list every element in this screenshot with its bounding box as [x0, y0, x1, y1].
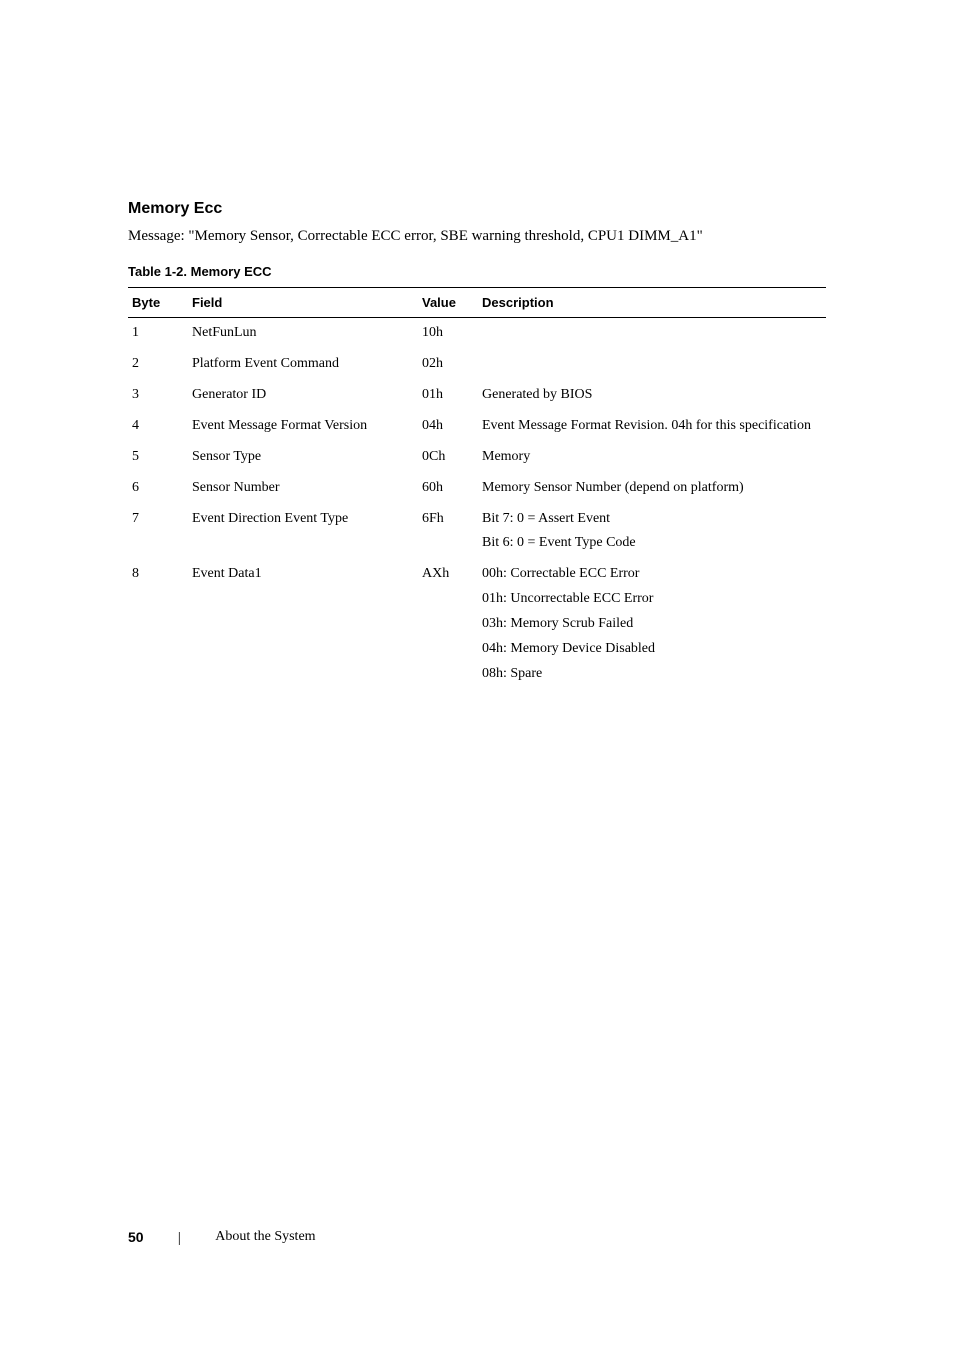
- cell-value: 0Ch: [418, 442, 478, 473]
- cell-description: [478, 349, 826, 380]
- header-field: Field: [188, 288, 418, 318]
- description-line: Memory Sensor Number (depend on platform…: [482, 479, 822, 498]
- cell-field: Sensor Type: [188, 442, 418, 473]
- cell-byte: 8: [128, 559, 188, 689]
- cell-byte: 5: [128, 442, 188, 473]
- cell-description: Memory Sensor Number (depend on platform…: [478, 473, 826, 504]
- section-heading: Memory Ecc: [128, 200, 826, 218]
- footer-title: About the System: [215, 1229, 315, 1245]
- header-description: Description: [478, 288, 826, 318]
- cell-field: NetFunLun: [188, 318, 418, 349]
- table-row: 2Platform Event Command02h: [128, 349, 826, 380]
- cell-field: Event Direction Event Type: [188, 504, 418, 560]
- cell-description: Event Message Format Revision. 04h for t…: [478, 411, 826, 442]
- cell-field: Generator ID: [188, 380, 418, 411]
- cell-field: Event Data1: [188, 559, 418, 689]
- cell-byte: 3: [128, 380, 188, 411]
- cell-field: Sensor Number: [188, 473, 418, 504]
- description-line: 00h: Correctable ECC Error: [482, 565, 822, 590]
- header-byte: Byte: [128, 288, 188, 318]
- cell-field: Event Message Format Version: [188, 411, 418, 442]
- description-line: Generated by BIOS: [482, 386, 822, 405]
- cell-byte: 4: [128, 411, 188, 442]
- cell-description: 00h: Correctable ECC Error01h: Uncorrect…: [478, 559, 826, 689]
- description-line: 03h: Memory Scrub Failed: [482, 615, 822, 640]
- cell-description: Bit 7: 0 = Assert EventBit 6: 0 = Event …: [478, 504, 826, 560]
- description-line: Bit 7: 0 = Assert Event: [482, 510, 822, 535]
- table-header-row: Byte Field Value Description: [128, 288, 826, 318]
- table-row: 5Sensor Type0ChMemory: [128, 442, 826, 473]
- footer-divider: |: [178, 1229, 182, 1245]
- cell-byte: 6: [128, 473, 188, 504]
- cell-value: 6Fh: [418, 504, 478, 560]
- page-number: 50: [128, 1229, 144, 1245]
- cell-byte: 2: [128, 349, 188, 380]
- table-caption: Table 1-2. Memory ECC: [128, 264, 826, 279]
- cell-value: 10h: [418, 318, 478, 349]
- cell-value: 04h: [418, 411, 478, 442]
- cell-description: [478, 318, 826, 349]
- description-line: Event Message Format Revision. 04h for t…: [482, 417, 822, 436]
- table-body: 1NetFunLun10h2Platform Event Command02h3…: [128, 318, 826, 690]
- cell-value: AXh: [418, 559, 478, 689]
- message-text: Message: "Memory Sensor, Correctable ECC…: [128, 226, 826, 246]
- table-row: 3Generator ID01hGenerated by BIOS: [128, 380, 826, 411]
- description-line: 04h: Memory Device Disabled: [482, 640, 822, 665]
- description-line: Memory: [482, 448, 822, 467]
- header-value: Value: [418, 288, 478, 318]
- table-row: 8Event Data1AXh00h: Correctable ECC Erro…: [128, 559, 826, 689]
- table-row: 4Event Message Format Version04hEvent Me…: [128, 411, 826, 442]
- table-row: 1NetFunLun10h: [128, 318, 826, 349]
- memory-ecc-table: Byte Field Value Description 1NetFunLun1…: [128, 287, 826, 690]
- cell-byte: 1: [128, 318, 188, 349]
- cell-value: 60h: [418, 473, 478, 504]
- description-line: Bit 6: 0 = Event Type Code: [482, 534, 822, 553]
- page-footer: 50 | About the System: [128, 1229, 316, 1245]
- cell-description: Memory: [478, 442, 826, 473]
- cell-value: 02h: [418, 349, 478, 380]
- cell-field: Platform Event Command: [188, 349, 418, 380]
- cell-byte: 7: [128, 504, 188, 560]
- description-line: 01h: Uncorrectable ECC Error: [482, 590, 822, 615]
- table-row: 6Sensor Number60hMemory Sensor Number (d…: [128, 473, 826, 504]
- table-row: 7Event Direction Event Type6FhBit 7: 0 =…: [128, 504, 826, 560]
- cell-description: Generated by BIOS: [478, 380, 826, 411]
- description-line: 08h: Spare: [482, 665, 822, 684]
- cell-value: 01h: [418, 380, 478, 411]
